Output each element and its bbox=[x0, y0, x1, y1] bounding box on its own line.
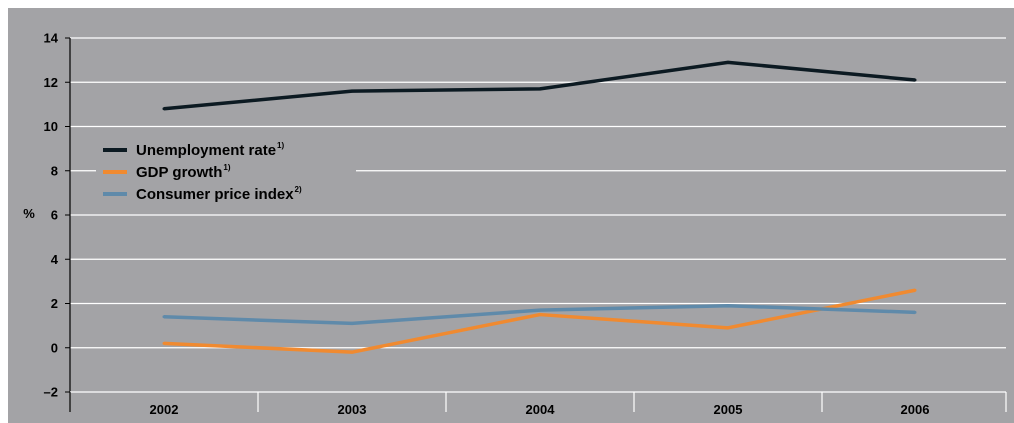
series-lines bbox=[162, 60, 917, 354]
y-tick-label: –2 bbox=[44, 385, 58, 400]
y-tick-label: 4 bbox=[51, 252, 59, 267]
data-point bbox=[162, 315, 166, 319]
axes: –2 0 2 4 6 8 10 12 14% 2002 2003 2004 2005 2006 bbox=[23, 31, 1007, 417]
y-tick-label: 12 bbox=[44, 75, 58, 90]
y-tick-label: 6 bbox=[51, 208, 58, 223]
x-tick-label-2004: 2004 bbox=[526, 402, 556, 417]
data-point bbox=[726, 326, 730, 330]
y-axis-label: % bbox=[23, 206, 35, 221]
legend-footnote-marker: 1) bbox=[223, 163, 230, 172]
data-point bbox=[350, 350, 354, 354]
y-tick-label: 0 bbox=[51, 340, 58, 355]
data-point bbox=[913, 288, 917, 292]
data-point bbox=[913, 310, 917, 314]
data-point bbox=[913, 78, 917, 82]
x-tick-label-2006: 2006 bbox=[901, 402, 930, 417]
data-point bbox=[538, 313, 542, 317]
x-tick-label-2002: 2002 bbox=[150, 402, 179, 417]
y-tick-label: 10 bbox=[44, 119, 58, 134]
x-tick-label-2005: 2005 bbox=[714, 402, 743, 417]
data-point bbox=[538, 87, 542, 91]
y-tick-label: 2 bbox=[51, 296, 58, 311]
data-point bbox=[350, 321, 354, 325]
data-point bbox=[726, 60, 730, 64]
data-point bbox=[350, 89, 354, 93]
legend-label: Unemployment rate bbox=[136, 142, 276, 159]
legend-label: GDP growth bbox=[136, 164, 222, 181]
legend-footnote-marker: 1) bbox=[277, 141, 284, 150]
legend-footnote-marker: 2) bbox=[295, 185, 302, 194]
x-tick-label-2003: 2003 bbox=[338, 402, 367, 417]
data-point bbox=[162, 341, 166, 345]
data-point bbox=[162, 107, 166, 111]
legend-label: Consumer price index bbox=[136, 186, 294, 203]
data-point bbox=[726, 304, 730, 308]
y-tick-label: 8 bbox=[51, 163, 58, 178]
data-point bbox=[538, 308, 542, 312]
legend: Unemployment rate 1)GDP growth 1)Consumer … bbox=[96, 138, 356, 206]
y-tick-label: 14 bbox=[44, 31, 59, 46]
legend-background bbox=[96, 138, 356, 206]
